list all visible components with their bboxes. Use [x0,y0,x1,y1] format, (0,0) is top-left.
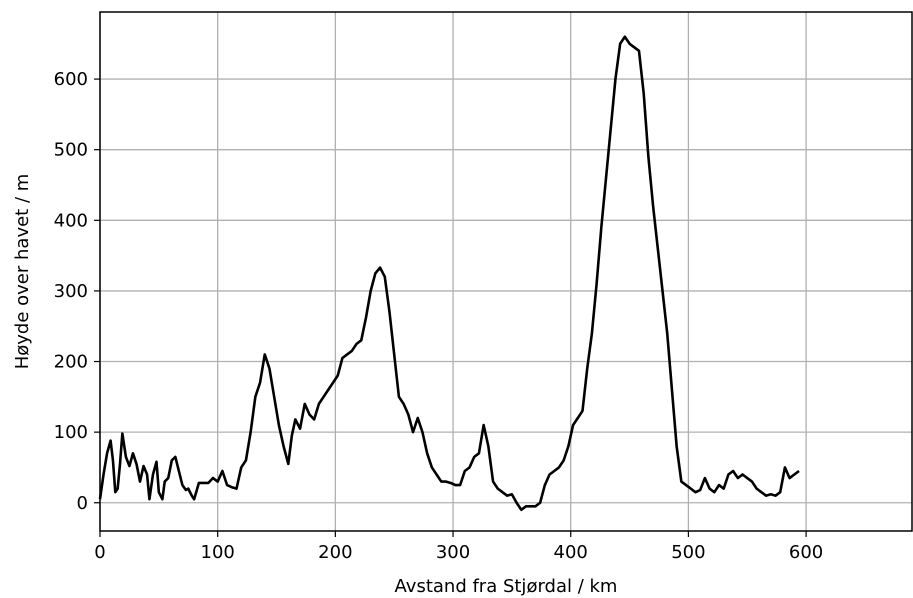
y-tick-label: 400 [54,210,88,231]
x-tick-label: 0 [94,542,105,563]
elevation-line [98,35,800,512]
y-tick-label: 500 [54,140,88,161]
x-axis-label: Avstand fra Stjørdal / km [395,576,618,597]
x-tick-label: 600 [789,542,823,563]
grid-lines [99,12,912,531]
plot-frame [99,11,913,532]
tick-labels: 0 100 200 300 400 500 600 0 100 200 300 400 500 600 [54,69,824,563]
x-tick-label: 400 [554,542,588,563]
y-tick-label: 0 [77,493,88,514]
y-tick-label: 200 [54,352,88,373]
y-tick-label: 300 [54,281,88,302]
x-tick-label: 500 [671,542,705,563]
x-tick-label: 200 [318,542,352,563]
y-axis-label: Høyde over havet / m [12,174,33,370]
data-layer [98,35,800,512]
y-tick-label: 600 [54,69,88,90]
x-tick-label: 100 [201,542,235,563]
tick-marks [94,78,807,537]
x-tick-label: 300 [436,542,470,563]
y-tick-label: 100 [54,422,88,443]
